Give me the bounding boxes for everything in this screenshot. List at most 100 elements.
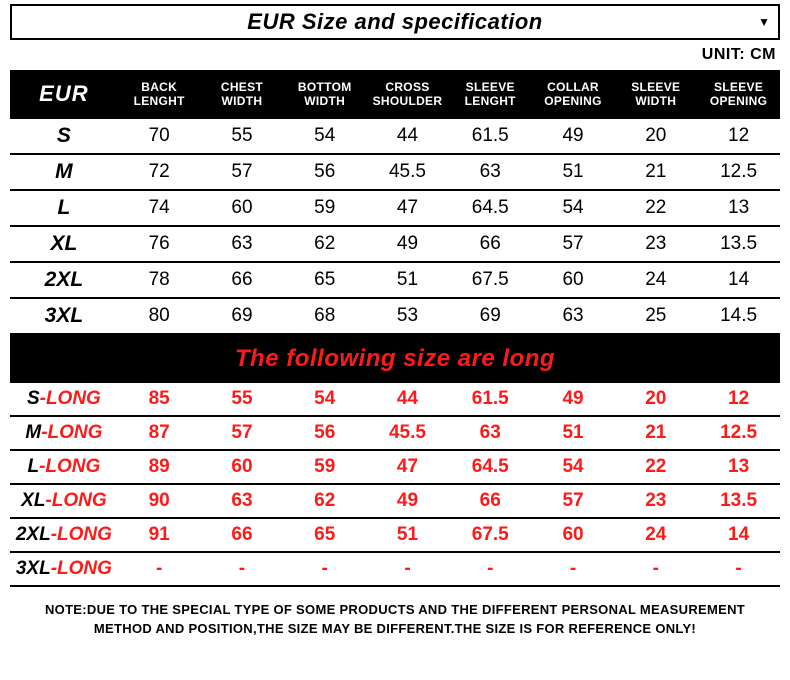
value-cell-long: 91 [118, 518, 201, 552]
value-cell: 56 [283, 154, 366, 190]
header-col: CHESTWIDTH [201, 70, 284, 119]
value-cell-long: 61.5 [449, 383, 532, 416]
value-cell: 20 [614, 119, 697, 154]
size-cell-long: M-LONG [10, 416, 118, 450]
table-row: 2XL7866655167.5602414 [10, 262, 780, 298]
value-cell-long: - [614, 552, 697, 586]
table-row-long: L-LONG8960594764.5542213 [10, 450, 780, 484]
value-cell-long: 63 [449, 416, 532, 450]
value-cell: 55 [201, 119, 284, 154]
value-cell: 63 [201, 226, 284, 262]
value-cell-long: 66 [201, 518, 284, 552]
size-chart-container: EUR Size and specification ▼ UNIT: CM EU… [0, 4, 790, 656]
value-cell: 63 [532, 298, 615, 334]
value-cell-long: 89 [118, 450, 201, 484]
value-cell: 76 [118, 226, 201, 262]
value-cell-long: 85 [118, 383, 201, 416]
size-cell-long: 3XL-LONG [10, 552, 118, 586]
table-row-long: S-LONG8555544461.5492012 [10, 383, 780, 416]
value-cell-long: 21 [614, 416, 697, 450]
value-cell: 12.5 [697, 154, 780, 190]
table-header-row: EURBACKLENGHTCHESTWIDTHBOTTOMWIDTHCROSSS… [10, 70, 780, 119]
value-cell-long: 13.5 [697, 484, 780, 518]
value-cell-long: - [532, 552, 615, 586]
value-cell-long: 55 [201, 383, 284, 416]
size-cell-long: S-LONG [10, 383, 118, 416]
value-cell: 60 [201, 190, 284, 226]
value-cell-long: 90 [118, 484, 201, 518]
value-cell-long: 65 [283, 518, 366, 552]
title-text: EUR Size and specification [247, 9, 542, 34]
banner-text: The following size are long [10, 334, 780, 383]
value-cell: 64.5 [449, 190, 532, 226]
header-col: BACKLENGHT [118, 70, 201, 119]
value-cell-long: 49 [366, 484, 449, 518]
value-cell: 25 [614, 298, 697, 334]
value-cell-long: 12 [697, 383, 780, 416]
value-cell-long: 87 [118, 416, 201, 450]
header-col: COLLAROPENING [532, 70, 615, 119]
value-cell: 51 [366, 262, 449, 298]
value-cell: 51 [532, 154, 615, 190]
value-cell-long: 20 [614, 383, 697, 416]
note-line-2: METHOD AND POSITION,THE SIZE MAY BE DIFF… [94, 621, 696, 636]
value-cell: 47 [366, 190, 449, 226]
value-cell: 14 [697, 262, 780, 298]
header-col: SLEEVEOPENING [697, 70, 780, 119]
table-row: L7460594764.5542213 [10, 190, 780, 226]
unit-label: UNIT: CM [10, 40, 780, 70]
value-cell: 61.5 [449, 119, 532, 154]
value-cell: 62 [283, 226, 366, 262]
value-cell: 60 [532, 262, 615, 298]
value-cell: 13.5 [697, 226, 780, 262]
value-cell: 68 [283, 298, 366, 334]
table-row: 3XL8069685369632514.5 [10, 298, 780, 334]
value-cell-long: 44 [366, 383, 449, 416]
table-row-long: XL-LONG9063624966572313.5 [10, 484, 780, 518]
value-cell-long: - [366, 552, 449, 586]
value-cell-long: 24 [614, 518, 697, 552]
value-cell: 44 [366, 119, 449, 154]
value-cell: 13 [697, 190, 780, 226]
size-table: EURBACKLENGHTCHESTWIDTHBOTTOMWIDTHCROSSS… [10, 70, 780, 587]
value-cell: 12 [697, 119, 780, 154]
value-cell-long: 62 [283, 484, 366, 518]
value-cell: 14.5 [697, 298, 780, 334]
value-cell-long: 60 [532, 518, 615, 552]
value-cell-long: 13 [697, 450, 780, 484]
value-cell-long: 47 [366, 450, 449, 484]
size-cell-long: L-LONG [10, 450, 118, 484]
value-cell: 57 [201, 154, 284, 190]
size-cell-long: XL-LONG [10, 484, 118, 518]
value-cell: 24 [614, 262, 697, 298]
value-cell: 49 [532, 119, 615, 154]
value-cell: 21 [614, 154, 697, 190]
value-cell-long: 64.5 [449, 450, 532, 484]
value-cell-long: 45.5 [366, 416, 449, 450]
value-cell: 54 [532, 190, 615, 226]
value-cell-long: 22 [614, 450, 697, 484]
value-cell: 65 [283, 262, 366, 298]
value-cell-long: - [118, 552, 201, 586]
value-cell: 66 [449, 226, 532, 262]
table-body: S7055544461.5492012M72575645.563512112.5… [10, 119, 780, 586]
value-cell-long: 63 [201, 484, 284, 518]
value-cell-long: - [449, 552, 532, 586]
header-size-label: EUR [10, 70, 118, 119]
title-bar: EUR Size and specification ▼ [10, 4, 780, 40]
value-cell-long: - [697, 552, 780, 586]
table-row: S7055544461.5492012 [10, 119, 780, 154]
value-cell: 70 [118, 119, 201, 154]
value-cell-long: 51 [532, 416, 615, 450]
value-cell-long: 57 [201, 416, 284, 450]
value-cell-long: 54 [532, 450, 615, 484]
header-col: SLEEVELENGHT [449, 70, 532, 119]
table-row: XL7663624966572313.5 [10, 226, 780, 262]
value-cell-long: 54 [283, 383, 366, 416]
size-cell: S [10, 119, 118, 154]
dropdown-arrow-icon: ▼ [758, 15, 770, 29]
size-cell: XL [10, 226, 118, 262]
size-cell-long: 2XL-LONG [10, 518, 118, 552]
header-col: BOTTOMWIDTH [283, 70, 366, 119]
value-cell-long: 59 [283, 450, 366, 484]
